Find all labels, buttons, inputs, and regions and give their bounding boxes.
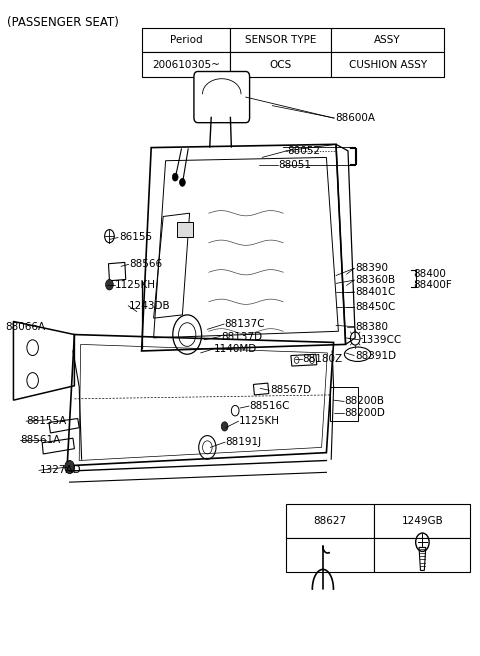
- Text: 200610305~: 200610305~: [152, 60, 220, 70]
- Text: CUSHION ASSY: CUSHION ASSY: [348, 60, 427, 70]
- Text: 88566: 88566: [130, 259, 163, 270]
- Bar: [330, 387, 358, 421]
- Bar: [374, 504, 470, 538]
- Bar: [142, 28, 230, 52]
- Text: 88380: 88380: [355, 321, 388, 332]
- Text: Period: Period: [170, 35, 202, 45]
- Text: 88137D: 88137D: [221, 331, 262, 342]
- Text: 1339CC: 1339CC: [361, 335, 402, 345]
- Text: 1125KH: 1125KH: [115, 279, 156, 290]
- Text: ASSY: ASSY: [374, 35, 401, 45]
- Text: 88180Z: 88180Z: [302, 354, 343, 365]
- Text: SENSOR TYPE: SENSOR TYPE: [245, 35, 316, 45]
- Text: 88052: 88052: [287, 146, 320, 156]
- FancyBboxPatch shape: [177, 222, 193, 237]
- Bar: [331, 28, 444, 52]
- Text: 88200B: 88200B: [345, 396, 384, 407]
- Text: OCS: OCS: [270, 60, 292, 70]
- Text: 1327AD: 1327AD: [39, 465, 81, 476]
- Circle shape: [180, 178, 185, 186]
- Text: 88360B: 88360B: [355, 275, 396, 285]
- Bar: [230, 28, 331, 52]
- Circle shape: [221, 422, 228, 431]
- Text: 86155: 86155: [119, 232, 152, 243]
- Text: 88137C: 88137C: [225, 319, 265, 329]
- Bar: [230, 52, 331, 77]
- Text: 88600A: 88600A: [335, 113, 375, 123]
- Text: 88400F: 88400F: [413, 280, 452, 291]
- Text: 88391D: 88391D: [355, 350, 396, 361]
- Circle shape: [65, 461, 74, 474]
- Text: 88561A: 88561A: [20, 434, 60, 445]
- Text: (PASSENGER SEAT): (PASSENGER SEAT): [7, 16, 119, 30]
- Text: 1243DB: 1243DB: [129, 300, 170, 311]
- Bar: [331, 52, 444, 77]
- Bar: [374, 538, 470, 572]
- Text: 88401C: 88401C: [355, 287, 396, 297]
- Text: 88516C: 88516C: [250, 401, 290, 411]
- FancyBboxPatch shape: [194, 72, 250, 123]
- Text: 88390: 88390: [355, 263, 388, 274]
- Circle shape: [106, 279, 113, 290]
- Text: 88191J: 88191J: [226, 437, 262, 447]
- Bar: [286, 504, 374, 538]
- Circle shape: [172, 173, 178, 181]
- Text: 88051: 88051: [278, 160, 312, 171]
- Bar: [286, 538, 374, 572]
- Text: 1125KH: 1125KH: [239, 416, 280, 426]
- Bar: [142, 52, 230, 77]
- Text: 88400: 88400: [413, 268, 445, 279]
- Text: 88567D: 88567D: [270, 385, 311, 396]
- Text: 88627: 88627: [313, 516, 347, 526]
- Text: 88450C: 88450C: [355, 302, 396, 312]
- Text: 88155A: 88155A: [26, 416, 67, 426]
- Text: 1249GB: 1249GB: [402, 516, 443, 526]
- Text: 88200D: 88200D: [345, 408, 385, 419]
- Text: 1140MD: 1140MD: [214, 344, 257, 354]
- Text: 88066A: 88066A: [5, 321, 45, 332]
